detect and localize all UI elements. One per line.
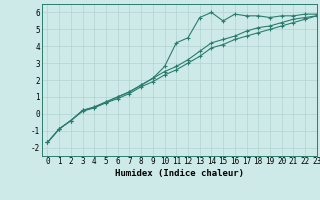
X-axis label: Humidex (Indice chaleur): Humidex (Indice chaleur) (115, 169, 244, 178)
